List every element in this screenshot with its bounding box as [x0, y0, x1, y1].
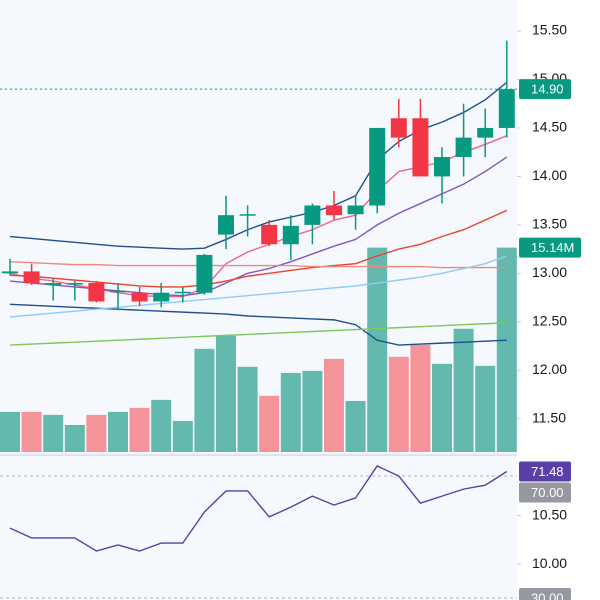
volume-bar — [432, 363, 452, 452]
volume-tag-label: 15.14M — [531, 240, 574, 255]
candle-body — [498, 89, 515, 128]
volume-bar — [64, 425, 85, 452]
volume-bar — [194, 348, 215, 452]
candle-body — [218, 215, 234, 235]
candle-body — [153, 292, 170, 302]
candle-body — [412, 118, 429, 177]
indicator-line — [9, 303, 507, 346]
volume-bar — [43, 414, 64, 452]
candle-body — [110, 290, 126, 293]
indicator-line — [9, 261, 507, 269]
volume-bar — [367, 247, 388, 452]
volume-bar — [237, 366, 258, 452]
price-axis: 15.5015.0014.5014.0013.5013.0012.5012.00… — [517, 22, 567, 571]
indicator-line — [9, 322, 507, 346]
y-tick-label: 15.50 — [532, 22, 567, 38]
y-tick-label: 10.50 — [532, 506, 567, 522]
candle-body — [2, 271, 18, 274]
candle-body — [196, 254, 213, 293]
candle-body — [45, 283, 62, 285]
volume-pane — [0, 247, 517, 452]
price-tag-label: 14.90 — [531, 82, 564, 97]
rsi-level-tag-label: 70.00 — [531, 485, 564, 500]
plot-background — [0, 0, 517, 600]
candle-body — [304, 205, 321, 225]
candles — [2, 40, 515, 311]
volume-bar — [21, 411, 42, 452]
candle-body — [131, 292, 148, 302]
volume-bar — [453, 328, 474, 452]
candle-body — [239, 214, 256, 216]
candle-body — [174, 291, 191, 294]
volume-bar — [0, 411, 20, 452]
candle-body — [390, 118, 407, 138]
y-tick-label: 11.50 — [532, 409, 566, 425]
candle-body — [347, 205, 364, 215]
candle-body — [455, 137, 472, 158]
indicator-line — [9, 255, 508, 318]
rsi-level-tag — [519, 587, 571, 600]
y-tick-label: 12.50 — [532, 313, 567, 329]
y-tick-label: 14.00 — [532, 167, 567, 183]
rsi-line — [9, 465, 508, 552]
y-tick-label: 14.50 — [532, 119, 567, 135]
rsi-tag — [519, 461, 571, 482]
volume-bar — [324, 358, 344, 452]
volume-bar — [216, 335, 236, 452]
price-tag — [519, 79, 571, 100]
volume-bar — [302, 370, 323, 452]
volume-bar — [259, 395, 280, 452]
volume-bar — [410, 344, 431, 452]
volume-bar — [345, 400, 366, 452]
candle-body — [66, 283, 83, 285]
volume-bar — [86, 414, 107, 452]
volume-bar — [172, 420, 193, 452]
rsi-pane — [0, 465, 517, 599]
candle-body — [88, 283, 105, 302]
candle-body — [261, 224, 278, 245]
volume-bar — [280, 372, 301, 452]
volume-bar — [475, 365, 496, 452]
volume-bar — [151, 399, 172, 452]
rsi-level-tag — [519, 482, 571, 503]
rsi-tag-label: 71.48 — [531, 464, 564, 479]
indicator-line — [9, 209, 508, 288]
volume-bar — [388, 356, 409, 452]
y-tick-label: 13.50 — [532, 216, 567, 232]
volume-bar — [496, 247, 517, 452]
y-tick-label: 12.00 — [532, 361, 567, 377]
candle-body — [477, 127, 494, 138]
candle-body — [369, 127, 386, 206]
volume-bar — [108, 411, 128, 452]
candle-body — [282, 225, 299, 245]
y-tick-label: 10.00 — [532, 555, 567, 571]
volume-bar — [129, 407, 150, 452]
rsi-level-tag-label: 30.00 — [531, 590, 564, 600]
candle-body — [326, 205, 342, 216]
volume-tag — [519, 237, 581, 258]
candle-body — [434, 157, 450, 177]
y-tick-label: 13.00 — [532, 264, 567, 280]
candle-body — [23, 271, 40, 284]
